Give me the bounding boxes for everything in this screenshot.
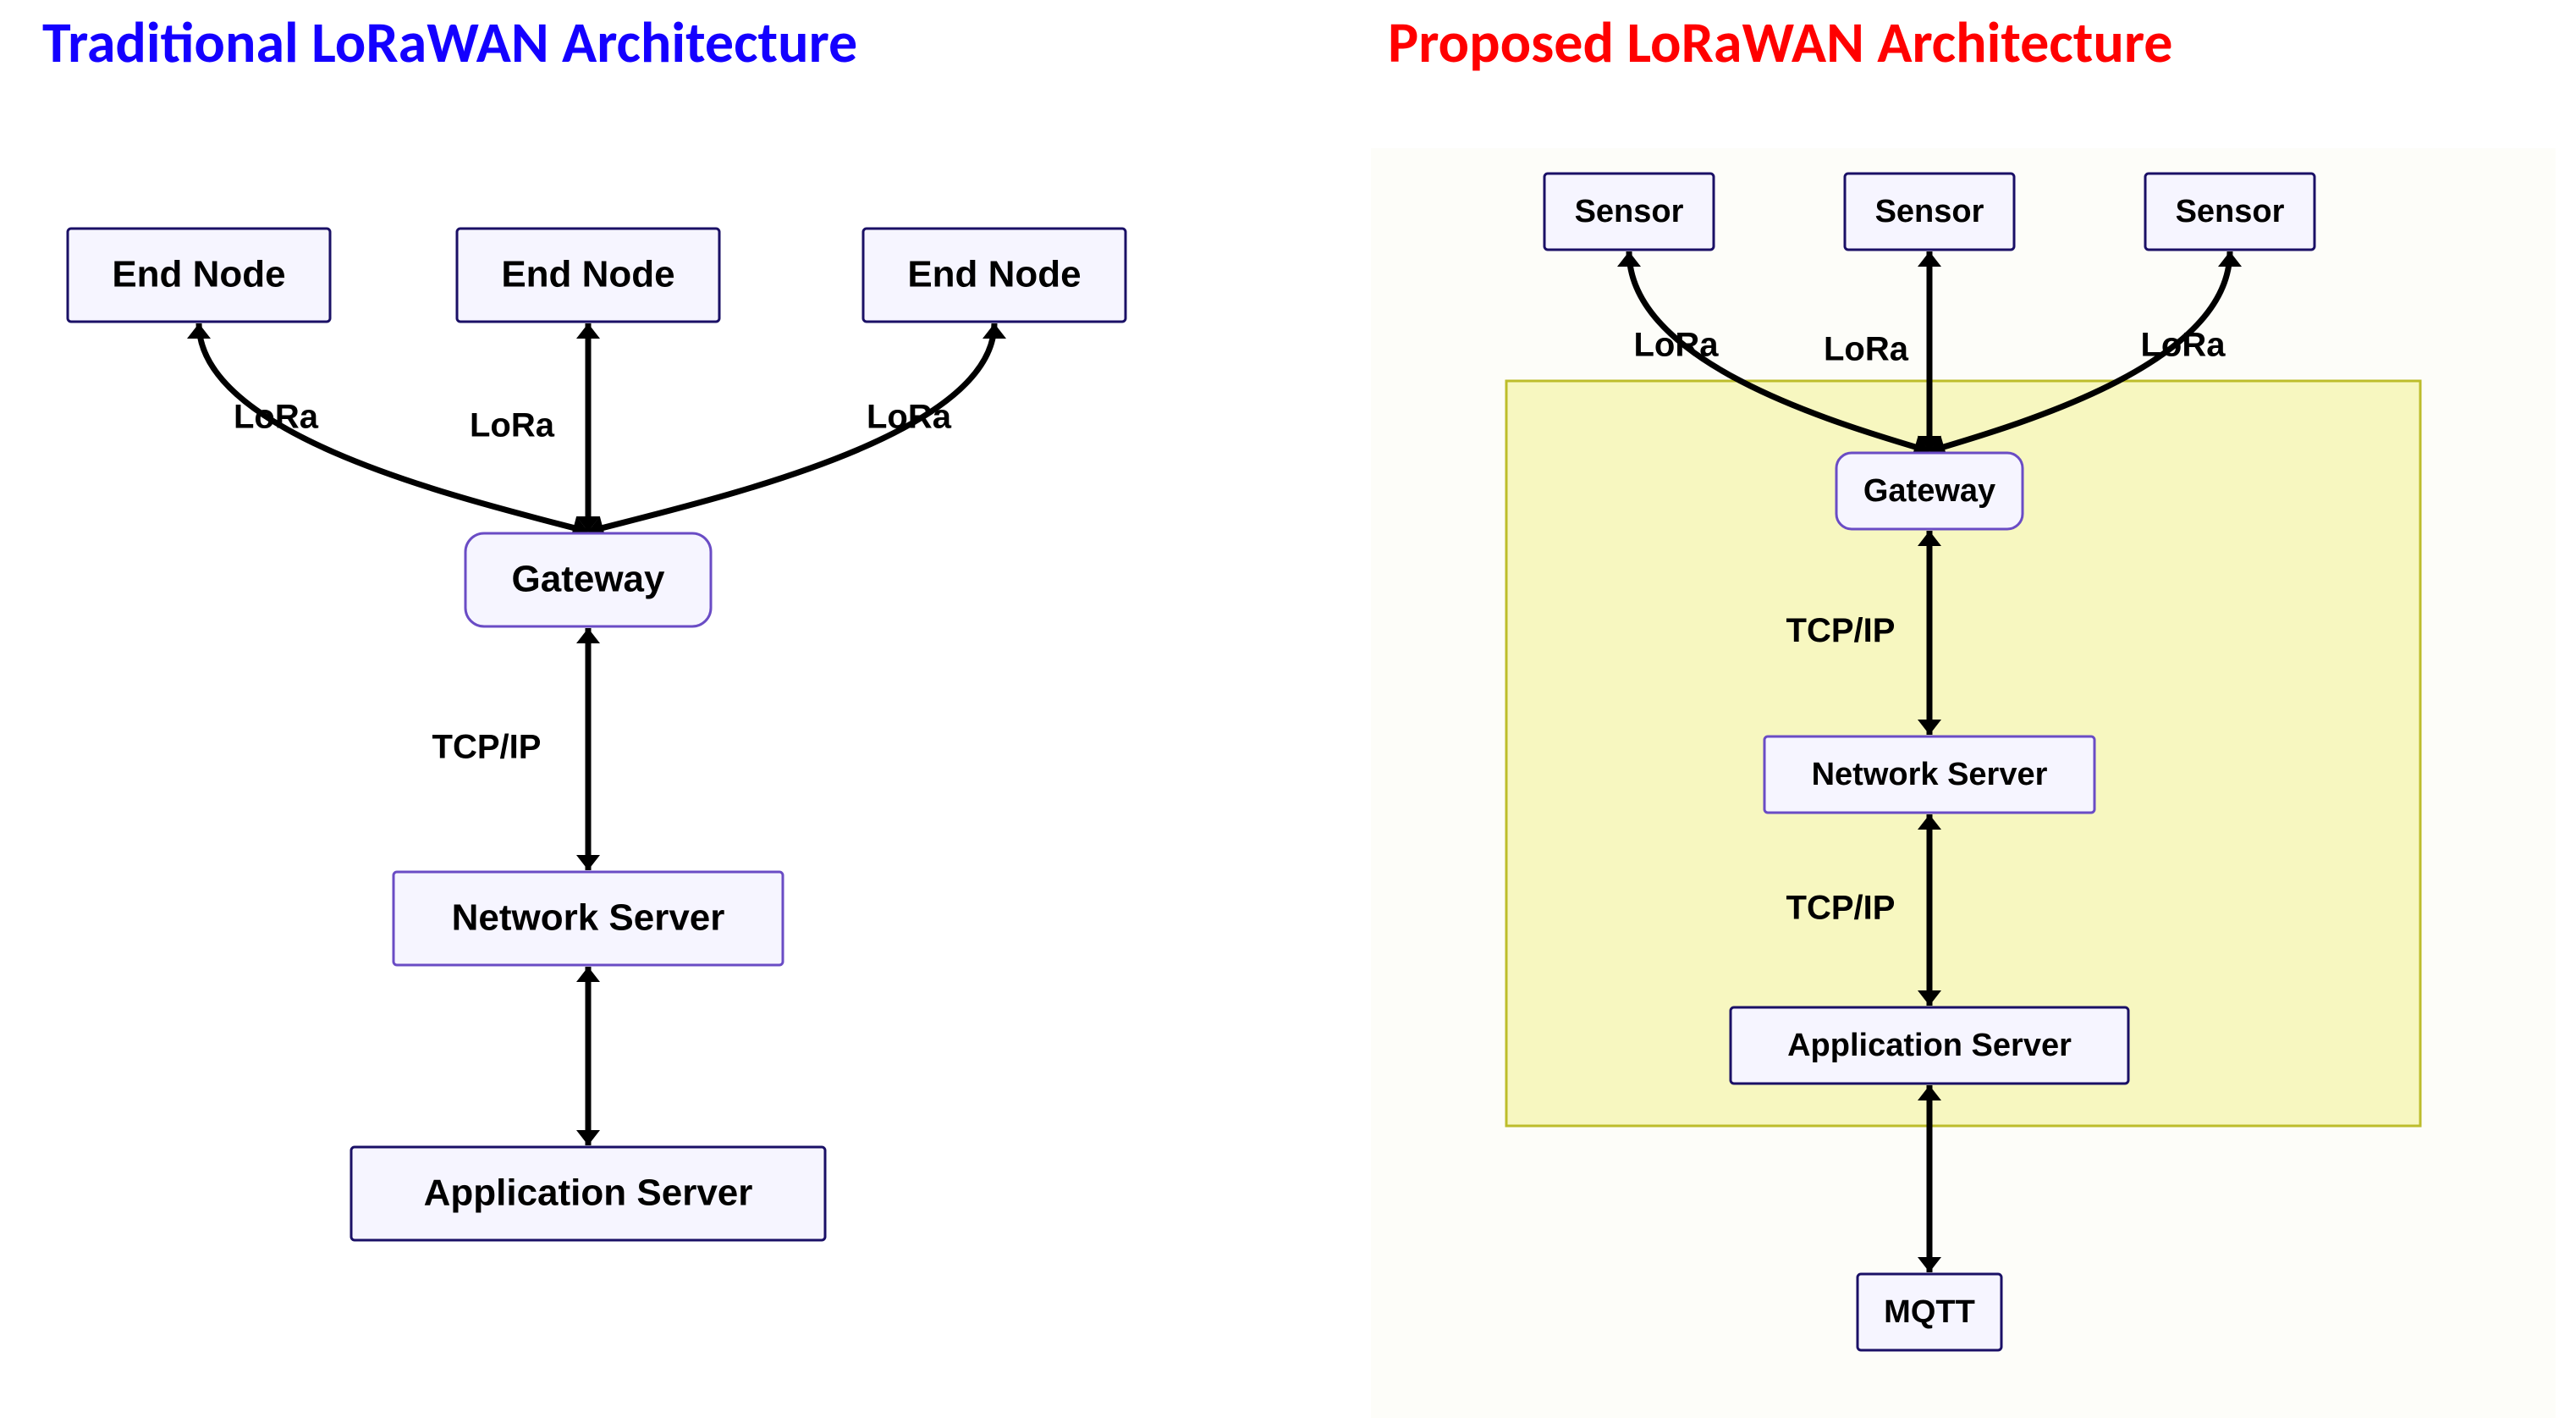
node-r_gw: Gateway xyxy=(1836,453,2023,529)
node-l_en1: End Node xyxy=(68,229,330,322)
edge-l_en3-l_gw: LoRa xyxy=(588,323,1006,539)
node-r_s2: Sensor xyxy=(1845,174,2014,250)
edge-l_en2-l_gw: LoRa xyxy=(470,323,600,532)
node-label: Sensor xyxy=(1875,194,1984,229)
node-r_s1: Sensor xyxy=(1544,174,1714,250)
node-label: Gateway xyxy=(512,559,666,600)
arrowhead-icon xyxy=(576,1130,600,1145)
node-l_en3: End Node xyxy=(863,229,1126,322)
edge-label: LoRa xyxy=(470,407,555,444)
node-label: Sensor xyxy=(1575,194,1684,229)
edge-label: LoRa xyxy=(1634,327,1720,364)
edge-l_ns-l_as xyxy=(576,967,600,1145)
arrowhead-icon xyxy=(983,323,1006,339)
edge-label: TCP/IP xyxy=(1786,890,1896,927)
node-label: Sensor xyxy=(2176,194,2285,229)
node-label: End Node xyxy=(112,254,285,295)
node-label: MQTT xyxy=(1884,1294,1975,1330)
arrowhead-icon xyxy=(576,855,600,870)
arrowhead-icon xyxy=(576,967,600,982)
arrowhead-icon xyxy=(576,628,600,643)
node-label: Network Server xyxy=(452,897,725,939)
title-left: Traditional LoRaWAN Architecture xyxy=(42,8,857,78)
node-l_en2: End Node xyxy=(457,229,719,322)
title-right: Proposed LoRaWAN Architecture xyxy=(1388,8,2172,78)
node-r_as: Application Server xyxy=(1731,1007,2128,1084)
node-l_as: Application Server xyxy=(351,1147,825,1240)
node-label: End Node xyxy=(501,254,674,295)
arrowhead-icon xyxy=(187,323,211,339)
arrowhead-icon xyxy=(576,323,600,339)
edge-label: TCP/IP xyxy=(432,729,542,766)
node-label: Network Server xyxy=(1812,757,2048,792)
node-l_gw: Gateway xyxy=(465,533,711,626)
node-r_mq: MQTT xyxy=(1858,1274,2001,1350)
edge-label: TCP/IP xyxy=(1786,612,1896,649)
node-label: End Node xyxy=(907,254,1081,295)
node-label: Application Server xyxy=(1787,1028,2072,1063)
node-label: Gateway xyxy=(1863,473,1995,509)
node-r_s3: Sensor xyxy=(2145,174,2315,250)
diagram-svg: LoRa LoRa LoRa TCP/IP LoRa LoRa LoRa TCP/IP TCP/… xyxy=(0,0,2576,1423)
node-label: Application Server xyxy=(424,1172,753,1214)
edge-l_gw-l_ns: TCP/IP xyxy=(432,628,600,870)
node-l_ns: Network Server xyxy=(394,872,783,965)
edge-label: LoRa xyxy=(1824,331,1909,368)
edge-label: LoRa xyxy=(2141,327,2226,364)
edge-label: LoRa xyxy=(867,399,952,436)
node-r_ns: Network Server xyxy=(1764,736,2094,813)
edge-label: LoRa xyxy=(234,399,319,436)
